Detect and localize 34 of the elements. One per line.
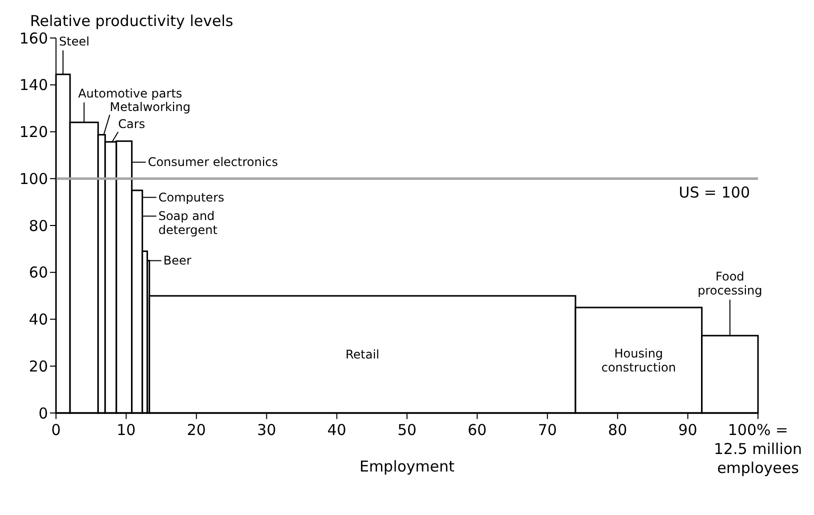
y-tick-label: 40 bbox=[28, 310, 48, 329]
annotation: Metalworking bbox=[110, 100, 190, 114]
x-tick-label: 70 bbox=[538, 421, 557, 439]
annotation: Computers bbox=[158, 190, 224, 204]
annotation: Beer bbox=[163, 254, 192, 268]
x-tick-label: 40 bbox=[327, 421, 346, 439]
y-tick-label: 20 bbox=[28, 357, 48, 376]
annotation: Retail bbox=[345, 347, 380, 362]
annotation: Steel bbox=[59, 34, 90, 48]
y-tick-label: 140 bbox=[19, 76, 48, 94]
y-tick-label: 100 bbox=[19, 170, 48, 188]
x-tick-label: 20 bbox=[186, 421, 206, 439]
x-tick-label: 30 bbox=[257, 421, 276, 439]
y-axis-title: Relative productivity levels bbox=[30, 12, 234, 30]
x-tick-label: 90 bbox=[678, 421, 698, 439]
x-tick-label: 10 bbox=[116, 421, 136, 439]
annotation: Automotive parts bbox=[78, 86, 182, 100]
annotation: Soap and detergent bbox=[158, 209, 218, 238]
annotation: Housing construction bbox=[601, 346, 676, 374]
y-tick-label: 120 bbox=[19, 123, 48, 142]
x-axis-title: Employment bbox=[359, 458, 455, 476]
x-tick-label: 60 bbox=[468, 421, 487, 439]
x-tick-label: 0 bbox=[51, 421, 61, 439]
annotation: Cars bbox=[118, 116, 146, 131]
x-tick-label: 100% = 12.5 million employees bbox=[714, 421, 802, 477]
y-tick-label: 160 bbox=[19, 29, 48, 48]
y-tick-label: 60 bbox=[28, 264, 48, 282]
x-tick-label: 80 bbox=[608, 421, 628, 439]
y-tick-label: 80 bbox=[28, 216, 48, 235]
x-tick-label: 50 bbox=[397, 421, 417, 439]
annotation: Food processing bbox=[698, 270, 762, 298]
y-tick-label: 0 bbox=[38, 404, 48, 422]
annotation: Consumer electronics bbox=[148, 155, 278, 170]
ref-line-label: US = 100 bbox=[678, 183, 750, 202]
